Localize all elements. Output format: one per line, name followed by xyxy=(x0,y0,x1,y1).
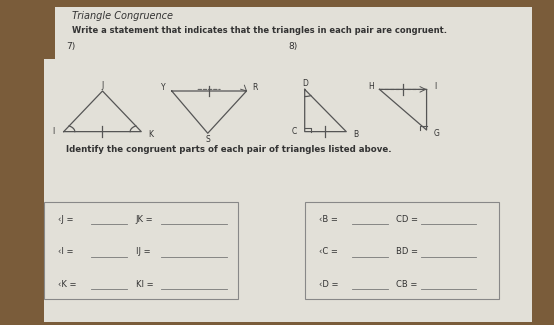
Text: S: S xyxy=(206,135,210,144)
Text: 7): 7) xyxy=(66,42,76,51)
Text: BD =: BD = xyxy=(396,247,418,256)
Text: R: R xyxy=(253,83,258,92)
Text: CB =: CB = xyxy=(396,280,418,289)
FancyBboxPatch shape xyxy=(44,6,532,322)
Text: ‹C =: ‹C = xyxy=(319,247,337,256)
Text: Triangle Congruence: Triangle Congruence xyxy=(72,11,173,21)
FancyBboxPatch shape xyxy=(0,0,55,58)
Text: C: C xyxy=(292,127,297,136)
Text: ‹D =: ‹D = xyxy=(319,280,338,289)
Text: K: K xyxy=(148,130,154,139)
Text: B: B xyxy=(353,130,359,139)
Text: ‹B =: ‹B = xyxy=(319,215,337,224)
Text: Write a statement that indicates that the triangles in each pair are congruent.: Write a statement that indicates that th… xyxy=(72,26,447,35)
Text: Identify the congruent parts of each pair of triangles listed above.: Identify the congruent parts of each pai… xyxy=(66,145,392,154)
Text: KI =: KI = xyxy=(136,280,153,289)
Text: ‹K =: ‹K = xyxy=(58,280,76,289)
Text: I: I xyxy=(434,82,437,91)
Text: ‹J =: ‹J = xyxy=(58,215,74,224)
Text: H: H xyxy=(368,82,373,91)
Text: CD =: CD = xyxy=(396,215,418,224)
Text: ‹I =: ‹I = xyxy=(58,247,74,256)
Text: J: J xyxy=(101,81,104,90)
Text: IJ =: IJ = xyxy=(136,247,150,256)
Text: 8): 8) xyxy=(288,42,297,51)
Text: D: D xyxy=(302,79,307,88)
Text: JK =: JK = xyxy=(136,215,153,224)
Text: I: I xyxy=(53,127,55,136)
Text: G: G xyxy=(434,129,439,138)
Text: Y: Y xyxy=(161,83,165,92)
